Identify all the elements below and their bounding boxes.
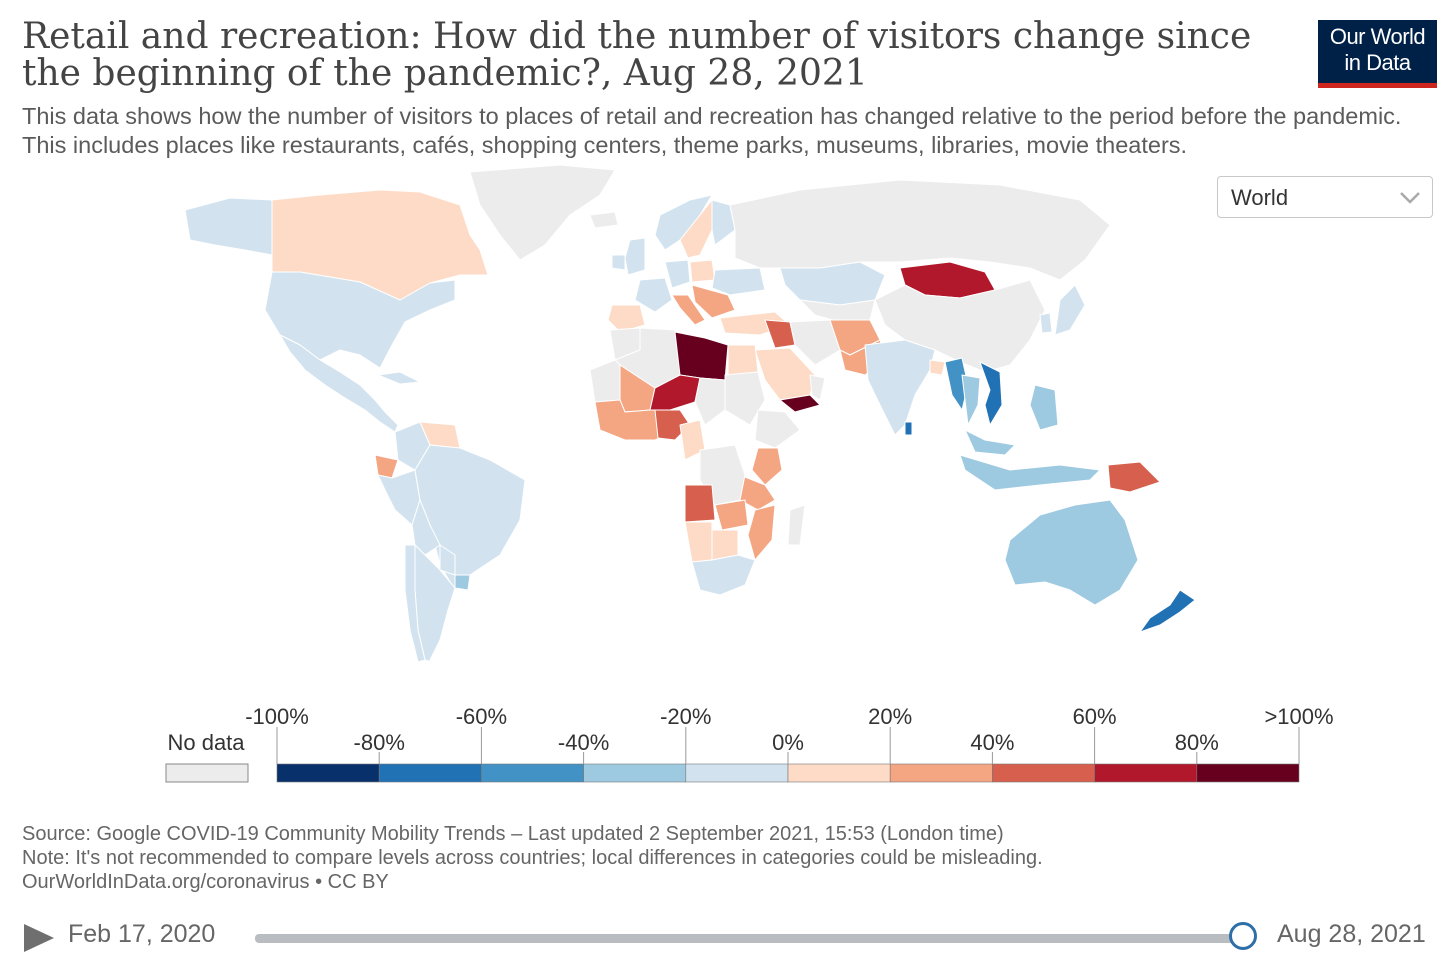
- legend-bin-5[interactable]: [787, 763, 891, 783]
- legend-label-top: -100%: [245, 704, 309, 729]
- timeline-start-label[interactable]: Feb 17, 2020: [68, 920, 216, 948]
- legend-bin-9[interactable]: [1196, 763, 1300, 783]
- country-yemen[interactable]: [779, 394, 821, 413]
- country-philippines[interactable]: [1029, 384, 1059, 431]
- country-usa-alaska[interactable]: [184, 197, 273, 256]
- logo-line-1: Our World: [1329, 24, 1426, 49]
- country-kazakhstan[interactable]: [779, 261, 886, 306]
- country-malaysia[interactable]: [964, 429, 1016, 456]
- legend-label-top: >100%: [1264, 704, 1333, 729]
- legend-bin-7[interactable]: [992, 763, 1095, 783]
- legend-bin-6[interactable]: [889, 763, 993, 783]
- country-finland[interactable]: [711, 199, 736, 246]
- timeline-end-label[interactable]: Aug 28, 2021: [1277, 920, 1426, 948]
- country-vietnam[interactable]: [979, 361, 1003, 426]
- country-india[interactable]: [864, 339, 936, 436]
- legend-label-bottom: -80%: [354, 730, 405, 755]
- owid-logo[interactable]: Our World in Data: [1318, 20, 1437, 88]
- legend-label-top: 60%: [1073, 704, 1117, 729]
- legend-no-data-swatch[interactable]: [165, 763, 249, 783]
- region-select-value: World: [1231, 185, 1289, 210]
- legend-label-top: 20%: [868, 704, 912, 729]
- country-south-africa[interactable]: [691, 554, 756, 596]
- country-peru[interactable]: [377, 469, 421, 526]
- footer-note: Note: It's not recommended to compare le…: [22, 847, 1043, 869]
- country-germany[interactable]: [664, 259, 691, 289]
- legend-label-bottom: 0%: [772, 730, 804, 755]
- country-sri-lanka[interactable]: [904, 421, 913, 436]
- footer-source: Source: Google COVID-19 Community Mobili…: [22, 823, 1004, 845]
- legend-bin-3[interactable]: [583, 763, 687, 783]
- region-select[interactable]: World: [1217, 176, 1433, 218]
- country-kenya[interactable]: [751, 447, 783, 486]
- country-madagascar[interactable]: [787, 504, 806, 546]
- color-legend: No data -100% -60% -20% 20% 60% >100% -80% -40%…: [165, 704, 1334, 783]
- country-uk[interactable]: [624, 237, 646, 276]
- legend-bin-2[interactable]: [481, 763, 584, 783]
- country-greenland[interactable]: [469, 164, 616, 261]
- chart-subtitle: This data shows how the number of visito…: [22, 103, 1402, 158]
- legend-label-top: -60%: [456, 704, 507, 729]
- country-cuba[interactable]: [377, 371, 421, 385]
- country-mexico[interactable]: [279, 334, 399, 433]
- country-bangladesh[interactable]: [929, 359, 946, 376]
- country-ukraine[interactable]: [711, 267, 766, 296]
- legend-bin-1[interactable]: [378, 763, 482, 783]
- country-oman[interactable]: [809, 374, 826, 401]
- world-map: [184, 164, 1196, 666]
- legend-bin-8[interactable]: [1094, 763, 1198, 783]
- legend-no-data-label: No data: [167, 730, 245, 755]
- footer-link[interactable]: OurWorldInData.org/coronavirus • CC BY: [22, 871, 389, 893]
- country-japan[interactable]: [1054, 284, 1086, 336]
- country-chile[interactable]: [404, 544, 426, 663]
- country-australia[interactable]: [1004, 499, 1139, 606]
- country-new-zealand[interactable]: [1139, 589, 1196, 633]
- country-thailand[interactable]: [961, 374, 981, 426]
- country-ireland[interactable]: [611, 254, 626, 271]
- country-france[interactable]: [634, 277, 673, 313]
- legend-label-bottom: -40%: [558, 730, 609, 755]
- country-mozambique[interactable]: [747, 504, 776, 561]
- country-egypt[interactable]: [727, 344, 759, 376]
- country-ethiopia[interactable]: [754, 409, 801, 449]
- timeline-handle[interactable]: [1229, 922, 1257, 950]
- legend-bin-4[interactable]: [685, 763, 789, 783]
- country-south-korea[interactable]: [1039, 312, 1053, 334]
- country-zambia[interactable]: [714, 499, 749, 531]
- timeline: Feb 17, 2020 Aug 28, 2021: [0, 910, 1456, 961]
- country-indonesia[interactable]: [959, 454, 1101, 491]
- country-libya[interactable]: [674, 331, 729, 381]
- legend-label-bottom: 40%: [970, 730, 1014, 755]
- country-italy[interactable]: [671, 294, 706, 326]
- country-namibia[interactable]: [684, 521, 713, 563]
- country-ecuador[interactable]: [374, 454, 399, 479]
- footer: Source: Google COVID-19 Community Mobili…: [22, 822, 1043, 894]
- country-chad[interactable]: [694, 377, 726, 426]
- play-icon[interactable]: [22, 922, 56, 954]
- country-papua-new-guinea[interactable]: [1107, 461, 1161, 493]
- logo-accent-bar: [1318, 83, 1437, 88]
- country-uruguay[interactable]: [454, 574, 471, 591]
- country-poland[interactable]: [689, 259, 716, 283]
- country-angola[interactable]: [684, 484, 716, 523]
- country-iran[interactable]: [789, 319, 841, 366]
- logo-line-2: in Data: [1344, 50, 1411, 75]
- country-russia[interactable]: [729, 179, 1111, 281]
- timeline-track[interactable]: [255, 934, 1245, 943]
- legend-bin-0[interactable]: [276, 763, 380, 783]
- chart-title: Retail and recreation: How did the numbe…: [22, 16, 1252, 94]
- chevron-down-icon: [1400, 192, 1420, 204]
- country-iceland[interactable]: [589, 211, 619, 229]
- legend-label-bottom: 80%: [1175, 730, 1219, 755]
- legend-label-top: -20%: [660, 704, 711, 729]
- country-balkans[interactable]: [691, 284, 736, 319]
